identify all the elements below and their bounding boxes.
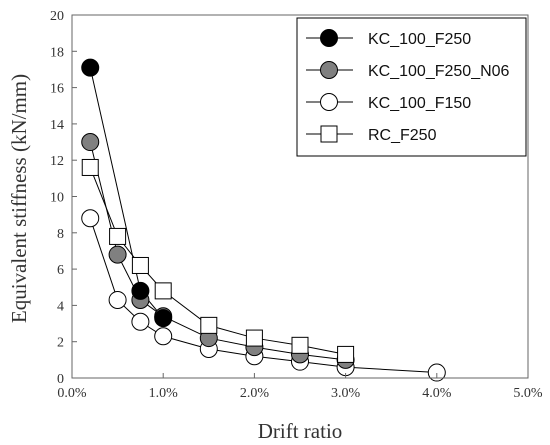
legend-marker-kc-100-f250 xyxy=(320,29,338,47)
y-tick-label: 0 xyxy=(57,372,64,387)
x-tick-label: 4.0% xyxy=(422,386,452,401)
y-axis-title: Equivalent stiffness (kN/mm) xyxy=(7,74,31,323)
x-tick-label: 3.0% xyxy=(331,386,361,401)
series-line-rc-f250 xyxy=(89,167,346,355)
data-point-kc-100-f150 xyxy=(81,209,100,228)
x-tick-label: 5.0% xyxy=(513,386,543,401)
data-point-rc-f250 xyxy=(245,329,263,347)
y-tick-label: 10 xyxy=(50,191,64,206)
x-tick-label: 2.0% xyxy=(240,386,270,401)
legend-label-kc-100-f150: KC_100_F150 xyxy=(368,95,471,112)
data-point-rc-f250 xyxy=(200,316,218,334)
data-point-rc-f250 xyxy=(337,345,355,363)
data-point-rc-f250 xyxy=(131,256,149,274)
y-tick-label: 16 xyxy=(50,82,64,97)
x-tick-label: 0.0% xyxy=(57,386,87,401)
legend-label-kc-100-f250-n06: KC_100_F250_N06 xyxy=(368,63,510,80)
x-tick-label: 1.0% xyxy=(149,386,179,401)
data-point-kc-100-f150 xyxy=(131,312,150,331)
data-point-kc-100-f250 xyxy=(131,281,150,300)
data-point-kc-100-f150 xyxy=(154,327,173,346)
x-axis-title: Drift ratio xyxy=(258,419,343,443)
data-point-kc-100-f250-n06 xyxy=(81,133,100,152)
data-point-rc-f250 xyxy=(109,227,127,245)
legend-marker-kc-100-f150 xyxy=(320,93,338,111)
data-point-kc-100-f250-n06 xyxy=(108,245,127,264)
data-point-rc-f250 xyxy=(154,282,172,300)
y-tick-label: 4 xyxy=(57,299,64,314)
y-tick-label: 12 xyxy=(50,154,64,169)
legend-marker-rc-f250 xyxy=(320,125,338,143)
y-tick-label: 20 xyxy=(50,9,64,24)
y-tick-label: 6 xyxy=(57,263,64,278)
y-tick-label: 8 xyxy=(57,227,64,242)
data-point-rc-f250 xyxy=(81,158,99,176)
y-tick-label: 2 xyxy=(57,336,64,351)
data-point-kc-100-f250 xyxy=(154,309,173,328)
legend-marker-kc-100-f250-n06 xyxy=(320,61,338,79)
data-point-kc-100-f150 xyxy=(108,290,127,309)
series-line-kc-100-f250 xyxy=(89,67,164,319)
y-tick-label: 18 xyxy=(50,45,64,60)
y-tick-label: 14 xyxy=(50,118,64,133)
data-point-kc-100-f250 xyxy=(81,58,100,77)
legend-label-rc-f250: RC_F250 xyxy=(368,127,437,144)
data-point-kc-100-f150 xyxy=(427,363,446,382)
data-point-rc-f250 xyxy=(291,336,309,354)
legend-label-kc-100-f250: KC_100_F250 xyxy=(368,31,471,48)
